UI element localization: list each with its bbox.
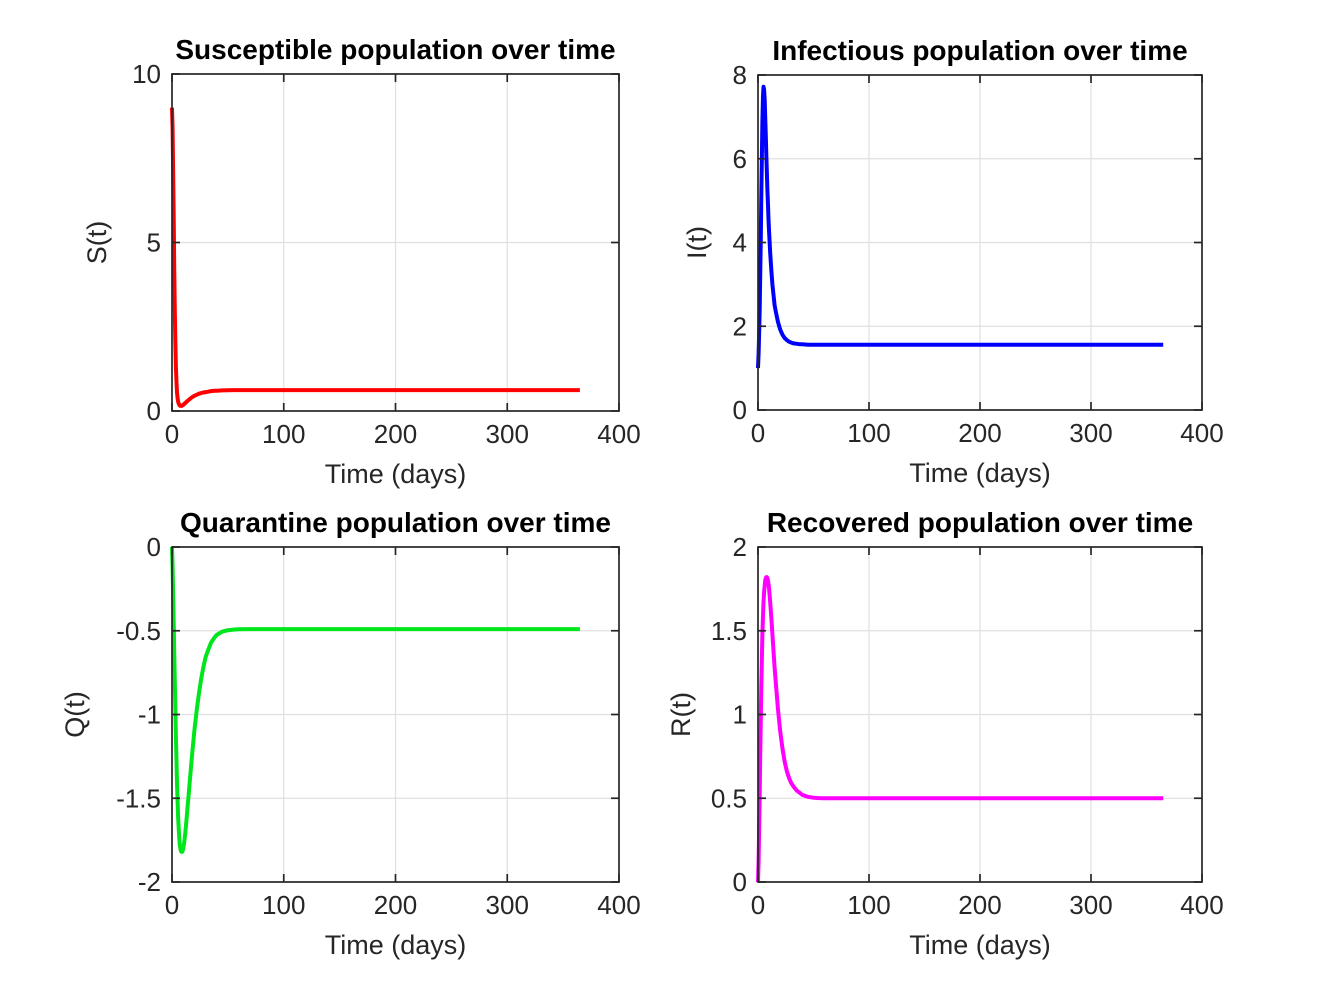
subplot-quarantine: 0 100 200 300 400 -2 -1.5 -1 -0.5 0 Quarantine pop… (60, 507, 641, 960)
x-axis-label: Time (days) (909, 458, 1051, 488)
y-tick-label: 1.5 (711, 616, 747, 646)
subplot-susceptible: 0 100 200 300 400 0 5 10 Susceptible population … (82, 34, 641, 489)
y-tick-label: 0 (147, 396, 161, 426)
x-axis-label: Time (days) (325, 930, 467, 960)
x-tick-label: 300 (1069, 418, 1112, 448)
plot-title: Susceptible population over time (175, 34, 615, 65)
x-tick-label: 400 (597, 419, 640, 449)
plot-title: Infectious population over time (772, 35, 1187, 66)
y-tick-label: 1 (733, 700, 747, 730)
y-tick-label: -0.5 (116, 616, 161, 646)
y-tick-label: 2 (733, 311, 747, 341)
x-tick-label: 100 (262, 419, 305, 449)
plot-title: Recovered population over time (767, 507, 1193, 538)
x-tick-label: 0 (165, 890, 179, 920)
x-tick-label: 200 (374, 890, 417, 920)
x-tick-label: 100 (262, 890, 305, 920)
y-tick-label: 0 (147, 532, 161, 562)
y-tick-label: 6 (733, 144, 747, 174)
x-tick-label: 0 (751, 418, 765, 448)
x-axis-label: Time (days) (325, 459, 467, 489)
susceptible-curve (170, 107, 580, 408)
y-axis-label: I(t) (682, 226, 712, 259)
y-tick-label: 2 (733, 532, 747, 562)
y-tick-label: 4 (733, 228, 747, 258)
x-tick-label: 400 (1180, 890, 1223, 920)
y-tick-label: 0 (733, 867, 747, 897)
y-tick-label: -1 (138, 700, 161, 730)
infectious-curve (756, 84, 1164, 369)
x-tick-label: 0 (751, 890, 765, 920)
x-tick-label: 200 (374, 419, 417, 449)
y-tick-label: 0 (733, 395, 747, 425)
x-tick-label: 0 (165, 419, 179, 449)
subplot-recovered: 0 100 200 300 400 0 0.5 1 1.5 2 Recovered populati… (666, 507, 1224, 960)
y-tick-label: 5 (147, 228, 161, 258)
x-tick-label: 300 (1069, 890, 1112, 920)
recovered-curve (756, 575, 1164, 883)
plot-title: Quarantine population over time (180, 507, 611, 538)
y-tick-label: 10 (132, 59, 161, 89)
x-tick-label: 300 (486, 890, 529, 920)
x-axis-label: Time (days) (909, 930, 1051, 960)
y-tick-label: -2 (138, 867, 161, 897)
x-tick-label: 100 (847, 890, 890, 920)
x-tick-label: 300 (486, 419, 529, 449)
y-tick-label: -1.5 (116, 783, 161, 813)
y-axis-label: Q(t) (60, 691, 90, 738)
x-tick-label: 100 (847, 418, 890, 448)
x-tick-label: 200 (958, 418, 1001, 448)
x-tick-label: 400 (597, 890, 640, 920)
quarantine-curve (170, 546, 580, 854)
subplot-infectious: 0 100 200 300 400 0 2 4 6 8 Infectious population … (682, 35, 1224, 488)
y-axis-label: S(t) (82, 221, 112, 265)
y-tick-label: 0.5 (711, 783, 747, 813)
x-tick-label: 400 (1180, 418, 1223, 448)
x-tick-label: 200 (958, 890, 1001, 920)
y-axis-label: R(t) (666, 692, 696, 737)
y-tick-label: 8 (733, 60, 747, 90)
